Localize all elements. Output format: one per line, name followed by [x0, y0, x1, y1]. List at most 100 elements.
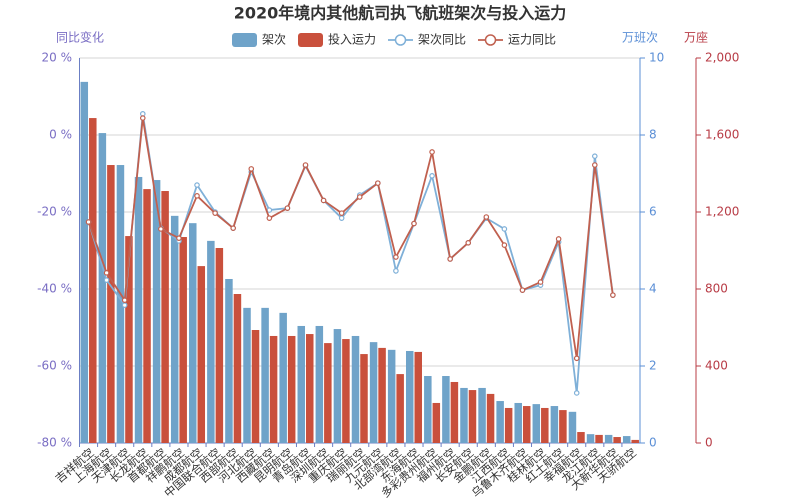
- line-point: [230, 225, 236, 231]
- line-point: [537, 279, 544, 285]
- line-point: [248, 166, 255, 172]
- bar: [424, 376, 432, 443]
- y3-tick-label: 1,600: [705, 128, 739, 142]
- bar: [179, 237, 187, 443]
- y3-tick-label: 0: [705, 436, 713, 450]
- line-point: [411, 220, 417, 227]
- line-point: [121, 302, 128, 308]
- bar: [504, 407, 513, 443]
- y2-tick-label: 0: [649, 436, 657, 450]
- bar: [251, 330, 260, 443]
- y2-axis-title: 万班次: [622, 31, 658, 45]
- bar: [541, 407, 549, 443]
- bar: [116, 165, 125, 443]
- bar: [532, 404, 541, 443]
- bar: [514, 402, 522, 443]
- bar: [387, 349, 396, 443]
- legend-swatch: [394, 34, 407, 46]
- y-axis-title: 同比变化: [56, 30, 104, 45]
- line-point: [158, 226, 164, 232]
- legend-item: 运力同比: [478, 33, 556, 47]
- y-tick-label: 20 %: [42, 51, 73, 65]
- bar: [287, 335, 296, 443]
- bar: [369, 342, 378, 443]
- y3-tick-label: 1,200: [705, 205, 739, 219]
- bar: [577, 432, 585, 443]
- bar: [432, 402, 441, 443]
- bar: [604, 434, 613, 443]
- bar: [134, 176, 143, 443]
- y-tick-label: -80 %: [37, 436, 72, 450]
- bar: [405, 350, 414, 443]
- bar: [468, 390, 477, 443]
- bar: [189, 223, 197, 443]
- bar: [378, 347, 386, 443]
- line-point: [573, 355, 580, 362]
- chart-title: 2020年境内其他航司执飞航班架次与投入运力: [234, 4, 567, 23]
- bar: [550, 406, 559, 443]
- line-point: [429, 149, 435, 155]
- line-point: [519, 287, 526, 293]
- line-point: [610, 292, 616, 298]
- line-point: [591, 162, 598, 168]
- line-point: [555, 236, 562, 242]
- bar: [496, 401, 504, 443]
- bar: [170, 215, 179, 443]
- line-point: [573, 390, 580, 396]
- bar: [89, 118, 97, 443]
- bar: [143, 189, 151, 443]
- bar: [243, 307, 251, 443]
- line-point: [429, 173, 435, 179]
- bar: [261, 307, 269, 443]
- bar: [269, 335, 278, 443]
- bar: [586, 434, 595, 443]
- line-point: [85, 219, 92, 225]
- line-point: [465, 240, 472, 246]
- line-point: [320, 197, 327, 204]
- legend-label: 运力同比: [508, 33, 556, 47]
- bar: [98, 133, 107, 443]
- line-point: [103, 277, 110, 283]
- line-point: [447, 256, 453, 262]
- bar: [414, 351, 422, 443]
- line-point: [176, 235, 182, 241]
- legend-item: 架次: [232, 33, 286, 47]
- bar: [360, 354, 368, 443]
- bar: [351, 335, 360, 443]
- line-point: [501, 226, 508, 232]
- line: [87, 117, 614, 359]
- bar: [107, 165, 115, 443]
- bar: [613, 437, 621, 443]
- bar: [342, 339, 350, 443]
- bar: [306, 334, 314, 443]
- y2-tick-label: 4: [649, 282, 657, 296]
- bar: [460, 387, 468, 443]
- legend-swatch: [298, 33, 323, 47]
- legend-label: 架次同比: [418, 33, 466, 47]
- y-tick-label: 0 %: [49, 128, 72, 142]
- bar: [297, 325, 306, 443]
- bar: [595, 434, 603, 443]
- bar: [197, 266, 206, 443]
- line-point: [194, 182, 200, 188]
- legend-swatch: [484, 34, 497, 46]
- legend-swatch: [232, 33, 257, 47]
- bar: [225, 278, 233, 443]
- bar: [442, 376, 450, 443]
- bar: [333, 329, 342, 443]
- bar: [450, 381, 459, 443]
- legend-item: 架次同比: [388, 33, 466, 47]
- y3-axis-title: 万座: [684, 30, 708, 45]
- bar: [207, 240, 215, 443]
- bar: [161, 191, 169, 443]
- bar: [315, 325, 324, 443]
- line-point: [194, 193, 200, 199]
- bar: [279, 312, 287, 443]
- line-point: [284, 205, 291, 211]
- bar: [559, 410, 567, 443]
- line-point: [302, 162, 309, 168]
- line-point: [338, 210, 345, 216]
- line-point: [338, 215, 345, 221]
- bar: [486, 393, 495, 443]
- line-point: [266, 215, 273, 221]
